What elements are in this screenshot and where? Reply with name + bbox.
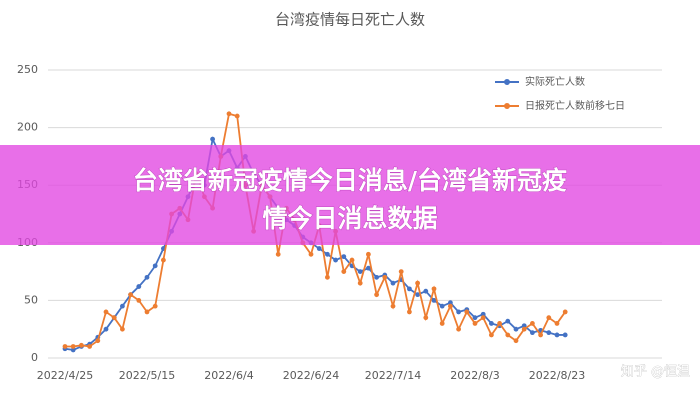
data-point (70, 347, 76, 353)
data-point (472, 315, 478, 321)
data-point (333, 257, 338, 263)
data-point (366, 251, 371, 257)
data-point (521, 326, 527, 332)
data-point (513, 338, 519, 344)
legend-label: 日报死亡人数前移七日 (525, 99, 625, 112)
data-point (448, 303, 453, 309)
data-point (366, 265, 371, 271)
data-point (349, 257, 355, 263)
data-point (423, 288, 429, 294)
data-point (562, 309, 568, 315)
x-tick-label: 2022/6/24 (283, 369, 339, 382)
data-point (546, 330, 552, 336)
data-point (120, 326, 125, 332)
data-point (357, 280, 363, 286)
legend-marker (504, 79, 510, 85)
data-point (308, 251, 314, 257)
legend-label: 实际死亡人数 (525, 75, 585, 88)
data-point (136, 284, 142, 289)
y-tick-label: 50 (24, 293, 38, 306)
data-point (152, 303, 158, 309)
data-point (136, 298, 142, 303)
data-point (480, 311, 486, 317)
data-point (521, 323, 527, 329)
data-point (489, 321, 494, 326)
y-tick-label: 250 (17, 63, 38, 76)
data-point (111, 315, 117, 321)
data-point (79, 342, 84, 348)
x-tick-label: 2022/7/14 (365, 369, 421, 382)
data-point (103, 309, 109, 315)
data-point (423, 315, 429, 321)
data-point (152, 263, 158, 269)
data-point (464, 309, 470, 315)
data-point (398, 269, 404, 274)
data-point (325, 274, 330, 280)
data-point (95, 338, 101, 344)
x-tick-label: 2022/5/15 (119, 369, 175, 382)
x-tick-label: 2022/8/23 (529, 369, 585, 382)
data-point (439, 303, 445, 309)
x-tick-label: 2022/8/3 (450, 369, 499, 382)
data-point (554, 321, 560, 326)
data-point (128, 292, 134, 298)
watermark: 知乎 @恒温 (621, 364, 690, 380)
banner-line: 台湾省新冠疫情今日消息/台湾省新冠疫 (133, 166, 567, 195)
data-point (62, 344, 68, 349)
data-point (144, 274, 150, 280)
data-point (407, 286, 412, 292)
data-point (390, 303, 396, 309)
data-point (505, 318, 511, 324)
data-point (374, 292, 379, 298)
banner-band (0, 145, 700, 245)
data-point (390, 280, 396, 286)
data-point (554, 332, 560, 338)
data-point (226, 111, 232, 117)
y-tick-label: 0 (31, 351, 38, 364)
data-point (546, 315, 552, 321)
data-point (210, 136, 216, 142)
data-point (448, 300, 453, 306)
y-tick-label: 200 (17, 121, 38, 134)
data-point (538, 332, 543, 338)
data-point (530, 330, 535, 336)
data-point (439, 321, 445, 326)
x-tick-label: 2022/4/25 (37, 369, 93, 382)
data-point (456, 309, 461, 315)
data-point (456, 326, 461, 332)
data-point (234, 113, 240, 119)
data-point (489, 332, 494, 338)
data-point (382, 274, 388, 280)
data-point (144, 309, 150, 315)
data-point (505, 332, 511, 338)
data-point (341, 269, 347, 274)
data-point (357, 269, 363, 274)
x-tick-label: 2022/6/4 (204, 369, 253, 382)
data-point (415, 292, 420, 298)
data-point (120, 303, 125, 309)
data-point (431, 286, 437, 292)
data-point (497, 321, 502, 326)
data-point (562, 332, 568, 338)
data-point (70, 344, 76, 349)
chart-title: 台湾疫情每日死亡人数 (275, 11, 425, 29)
data-point (513, 326, 519, 332)
data-point (374, 274, 379, 280)
data-point (161, 257, 166, 263)
data-point (103, 326, 109, 332)
data-point (316, 246, 322, 251)
data-point (407, 309, 412, 315)
data-point (530, 321, 535, 326)
data-point (431, 298, 437, 303)
data-point (87, 344, 92, 349)
data-point (415, 280, 420, 286)
legend-marker (504, 103, 510, 109)
banner-line: 情今日消息数据 (262, 204, 437, 233)
data-point (341, 254, 347, 260)
data-point (325, 251, 330, 257)
data-point (275, 251, 281, 257)
data-point (480, 315, 486, 321)
data-point (472, 321, 478, 326)
